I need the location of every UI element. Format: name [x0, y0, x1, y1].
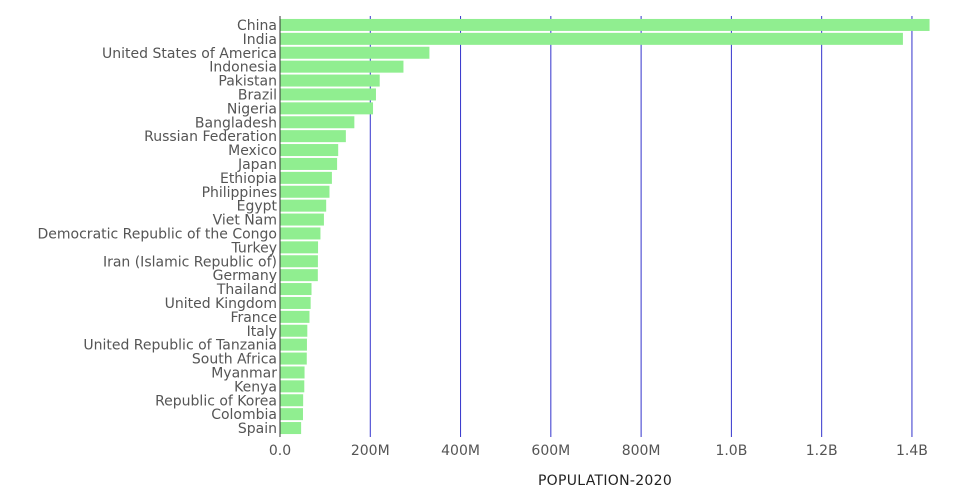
bar: [280, 380, 305, 393]
category-label: Iran (Islamic Republic of): [103, 254, 277, 270]
bar: [280, 422, 302, 435]
category-label: Egypt: [237, 199, 278, 215]
tick-label-layer: 0.0 200M 400M 600M 800M 1.0B 1.2B 1.4B: [269, 443, 928, 459]
category-label: South Africa: [192, 352, 277, 368]
category-label: Viet Nam: [213, 213, 277, 229]
bar: [280, 310, 310, 323]
category-label: Mexico: [228, 143, 277, 159]
bar: [280, 102, 374, 115]
x-axis-title: POPULATION-2020: [538, 473, 672, 489]
category-label: Myanmar: [211, 365, 277, 381]
category-label: Brazil: [238, 87, 277, 103]
x-tick-label: 1.2B: [806, 443, 838, 459]
bar: [280, 408, 303, 421]
category-label: Turkey: [230, 240, 277, 256]
bar: [280, 283, 312, 296]
bar: [280, 394, 304, 407]
bar: [280, 74, 380, 87]
category-label: United Republic of Tanzania: [83, 338, 277, 354]
bar: [280, 366, 305, 379]
category-label: Philippines: [202, 185, 277, 201]
category-label: Japan: [237, 157, 277, 173]
category-label: United States of America: [102, 46, 277, 62]
category-label: Spain: [238, 421, 277, 437]
bar: [280, 116, 355, 129]
bar: [280, 60, 404, 73]
bar-layer: [280, 18, 930, 435]
bar: [280, 241, 319, 254]
category-label: United Kingdom: [165, 296, 277, 312]
x-tick-label: 200M: [351, 443, 390, 459]
category-label: Pakistan: [218, 74, 277, 90]
bar: [280, 46, 430, 59]
bar: [280, 171, 332, 184]
x-tick-label: 600M: [531, 443, 570, 459]
x-tick-label: 0.0: [269, 443, 291, 459]
category-label: Germany: [213, 268, 277, 284]
category-label: Bangladesh: [195, 115, 277, 131]
bar: [280, 227, 321, 240]
bar: [280, 144, 339, 157]
x-tick-label: 1.4B: [896, 443, 928, 459]
category-label: Kenya: [234, 379, 277, 395]
category-label: Colombia: [211, 407, 277, 423]
bar: [280, 157, 338, 170]
category-label: Italy: [247, 324, 277, 340]
bar: [280, 130, 346, 143]
bar: [280, 88, 376, 101]
x-tick-label: 1.0B: [715, 443, 747, 459]
category-label: Ethiopia: [220, 171, 277, 187]
bar: [280, 32, 903, 45]
category-label: Nigeria: [227, 101, 277, 117]
x-tick-label: 400M: [441, 443, 480, 459]
category-label: Russian Federation: [144, 129, 277, 145]
category-label: Indonesia: [209, 60, 277, 76]
bar: [280, 269, 318, 282]
bar: [280, 296, 311, 309]
bar: [280, 18, 930, 31]
category-label: Democratic Republic of the Congo: [38, 226, 277, 242]
bar: [280, 199, 327, 212]
bar: [280, 255, 318, 268]
category-label: France: [230, 310, 277, 326]
grid-layer: [369, 16, 913, 437]
category-label: India: [243, 32, 277, 48]
x-tick-label: 800M: [622, 443, 661, 459]
category-label: Thailand: [216, 282, 277, 298]
bar: [280, 185, 330, 198]
bar: [280, 338, 307, 351]
category-label: Republic of Korea: [155, 393, 277, 409]
category-label: China: [237, 18, 277, 34]
bar: [280, 324, 308, 337]
bar: [280, 213, 324, 226]
bar: [280, 352, 307, 365]
